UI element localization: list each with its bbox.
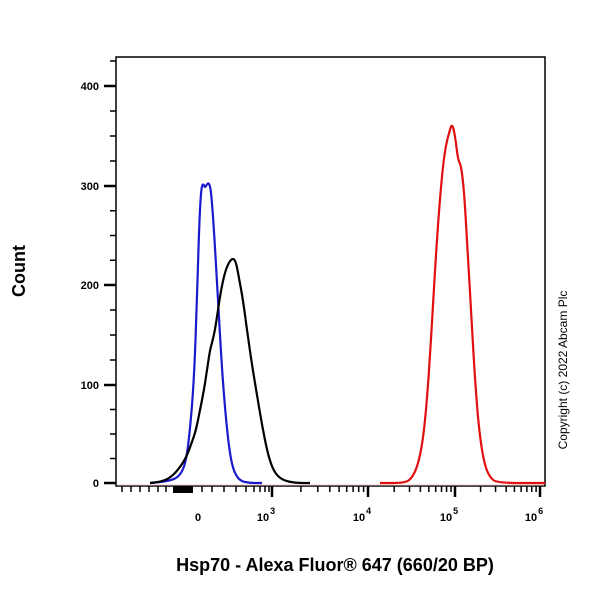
x-axis-label: Hsp70 - Alexa Fluor® 647 (660/20 BP) bbox=[176, 555, 494, 575]
y-tick-label: 300 bbox=[81, 181, 99, 193]
x-dense-ticks bbox=[173, 486, 193, 493]
x-tick-label: 104 bbox=[353, 506, 371, 524]
histogram-curve-1 bbox=[149, 257, 310, 485]
copyright-notice: Copyright (c) 2022 Abcam Plc bbox=[556, 291, 570, 450]
histogram-series bbox=[149, 124, 545, 485]
y-tick-label: 400 bbox=[81, 81, 99, 93]
x-tick-label: 105 bbox=[440, 506, 458, 524]
x-tick-label: 0 bbox=[195, 512, 201, 524]
y-tick-label: 0 bbox=[93, 478, 99, 490]
y-axis-label: Count bbox=[9, 245, 29, 297]
x-axis: 0 103 104 105 106 bbox=[121, 486, 543, 524]
y-tick-label: 100 bbox=[81, 380, 99, 392]
y-axis: 0 100 200 300 400 bbox=[81, 60, 116, 490]
x-tick-label: 106 bbox=[525, 506, 543, 524]
histogram-curve-2 bbox=[379, 124, 545, 485]
x-tick-label: 103 bbox=[257, 506, 275, 524]
plot-frame bbox=[115, 56, 546, 487]
y-tick-label: 200 bbox=[81, 280, 99, 292]
